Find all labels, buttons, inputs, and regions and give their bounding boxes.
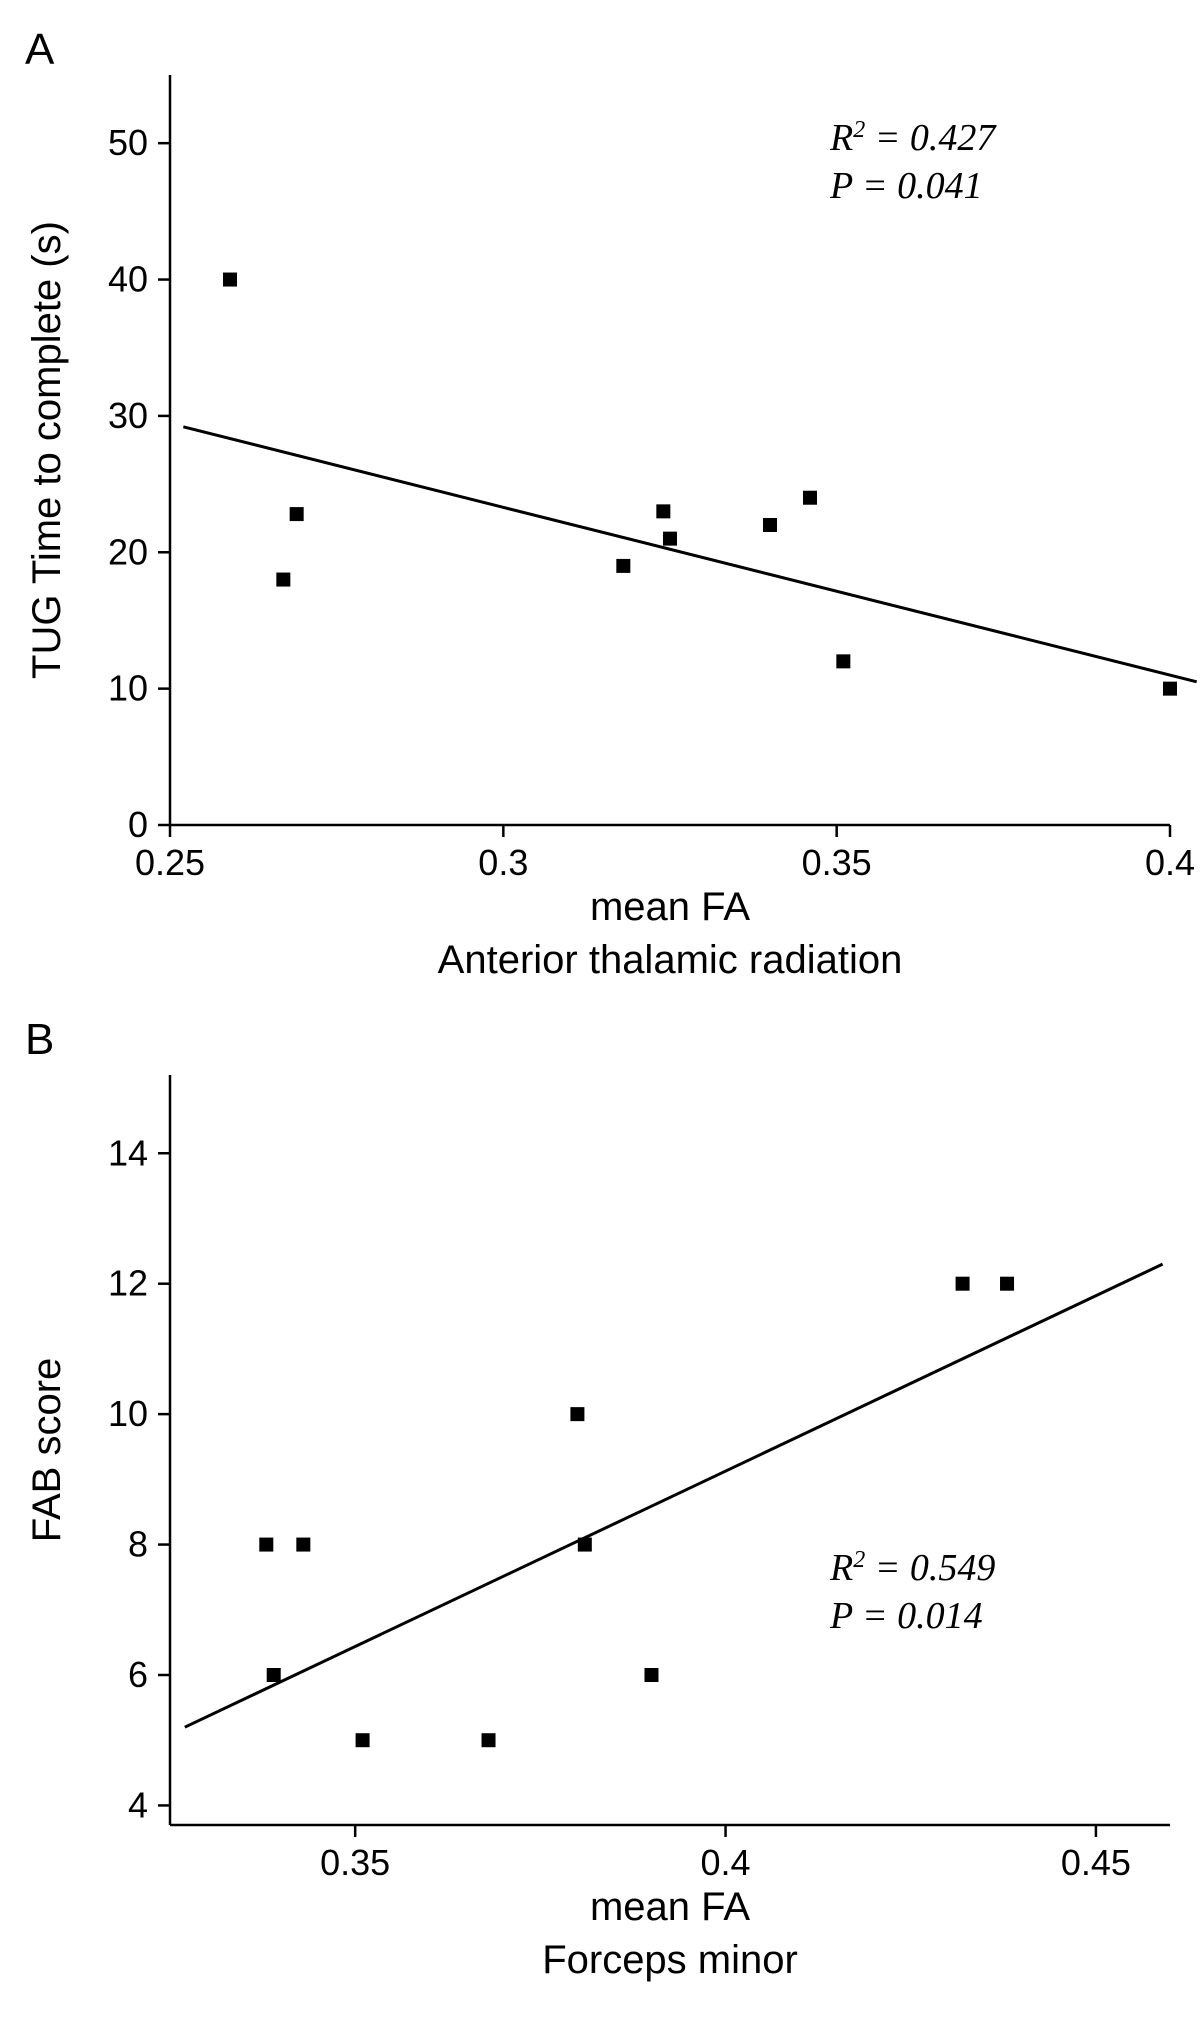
panel-a-r2-text: R2 = 0.427 — [829, 117, 997, 159]
panel-a-data-point — [803, 491, 817, 505]
panel-b-r2-text: R2 = 0.549 — [829, 1547, 995, 1589]
panel-b-xtick-label: 0.4 — [701, 1842, 751, 1883]
panel-a-data-point — [290, 507, 304, 521]
panel-b-ytick-label: 8 — [128, 1524, 148, 1565]
panel-b-ytick-label: 14 — [108, 1132, 148, 1173]
panel-b-ylabel: FAB score — [25, 1358, 69, 1543]
panel-a-data-point — [663, 532, 677, 546]
panel-b-data-point — [259, 1538, 273, 1552]
panel-b-xtick-label: 0.35 — [320, 1842, 390, 1883]
figure-container: A B 0.25 0.3 0.35 0.4 0 10 20 30 40 50 mean FA Ante… — [0, 0, 1200, 2040]
panel-a-xsublabel: Anterior thalamic radiation — [438, 938, 903, 982]
panel-a-data-point — [656, 504, 670, 518]
panel-b-regression-line — [185, 1264, 1163, 1727]
panel-a-data-point — [276, 573, 290, 587]
panel-b-data-point — [956, 1277, 970, 1291]
panel-b-data-point — [267, 1668, 281, 1682]
panel-a-data-point — [223, 273, 237, 287]
panel-b-ytick-label: 10 — [108, 1393, 148, 1434]
panel-a-xlabel: mean FA — [590, 885, 750, 929]
panel-a-ytick-label: 50 — [108, 122, 148, 163]
panel-a-ytick-label: 20 — [108, 531, 148, 572]
panel-a-data-point — [1163, 682, 1177, 696]
panel-b-xtick-label: 0.45 — [1061, 1842, 1131, 1883]
panel-a-regression-line — [183, 427, 1196, 682]
panel-a-label: A — [25, 25, 54, 75]
panel-b-label: B — [25, 1015, 54, 1065]
panel-b-ytick-label: 6 — [128, 1654, 148, 1695]
panel-a-data-point — [836, 654, 850, 668]
panel-a-xtick-label: 0.4 — [1145, 842, 1195, 883]
panel-b-ytick-label: 12 — [108, 1263, 148, 1304]
panel-a-xtick-label: 0.35 — [802, 842, 872, 883]
panel-a-data-point — [616, 559, 630, 573]
panel-a-ytick-label: 30 — [108, 395, 148, 436]
panel-a-ytick-label: 40 — [108, 259, 148, 300]
panel-b-xlabel: mean FA — [590, 1885, 750, 1929]
panel-b-data-point — [644, 1668, 658, 1682]
panel-a-xtick-label: 0.25 — [135, 842, 205, 883]
panel-b-data-point — [296, 1538, 310, 1552]
panel-a-xtick-label: 0.3 — [478, 842, 528, 883]
panel-b-data-point — [578, 1538, 592, 1552]
panel-b-p-text: P = 0.014 — [829, 1595, 983, 1637]
panel-a-ytick-label: 10 — [108, 668, 148, 709]
panel-b-xsublabel: Forceps minor — [542, 1938, 798, 1982]
panel-b-data-point — [570, 1407, 584, 1421]
panel-b-ytick-label: 4 — [128, 1784, 148, 1825]
panel-b-data-point — [1000, 1277, 1014, 1291]
plot-svg: 0.25 0.3 0.35 0.4 0 10 20 30 40 50 mean FA Anterior… — [0, 0, 1200, 2040]
panel-a-data-point — [763, 518, 777, 532]
panel-b-data-point — [482, 1733, 496, 1747]
panel-a-ytick-label: 0 — [128, 804, 148, 845]
panel-a-ylabel: TUG Time to complete (s) — [25, 221, 69, 679]
panel-a-p-text: P = 0.041 — [829, 165, 983, 207]
panel-b-data-point — [356, 1733, 370, 1747]
